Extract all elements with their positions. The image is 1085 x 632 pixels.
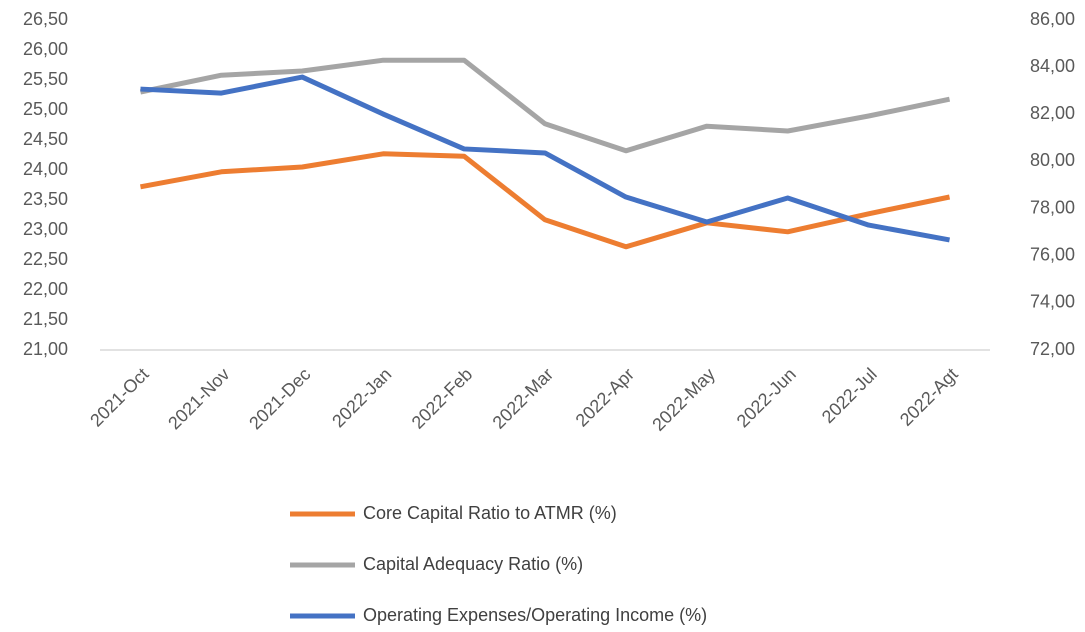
legend-label: Operating Expenses/Operating Income (%)	[363, 605, 707, 625]
y-tick-label: 26,00	[23, 39, 68, 59]
x-tick-label: 2022-Feb	[408, 364, 477, 433]
x-tick-label: 2022-Mar	[489, 364, 558, 433]
y2-tick-label: 80,00	[1030, 150, 1075, 170]
y-tick-label: 24,00	[23, 159, 68, 179]
y2-tick-label: 86,00	[1030, 9, 1075, 29]
series-line	[139, 151, 951, 250]
y-tick-label: 21,00	[23, 339, 68, 359]
y2-tick-label: 78,00	[1030, 197, 1075, 217]
y-tick-label: 22,50	[23, 249, 68, 269]
x-tick-label: 2021-Oct	[86, 364, 153, 431]
y2-tick-label: 72,00	[1030, 339, 1075, 359]
y-tick-label: 21,50	[23, 309, 68, 329]
series-line	[140, 74, 950, 243]
x-tick-label: 2022-May	[648, 364, 719, 435]
x-tick-label: 2022-Jan	[328, 364, 395, 431]
x-tick-label: 2022-Jul	[818, 364, 881, 427]
x-tick-label: 2022-Apr	[572, 364, 639, 431]
x-tick-label: 2022-Jun	[733, 364, 800, 431]
legend-label: Core Capital Ratio to ATMR (%)	[363, 503, 617, 523]
y2-tick-label: 76,00	[1030, 244, 1075, 264]
y2-tick-label: 82,00	[1030, 103, 1075, 123]
y-tick-label: 22,00	[23, 279, 68, 299]
x-tick-label: 2021-Dec	[245, 364, 314, 433]
y-tick-label: 23,00	[23, 219, 68, 239]
series-line	[139, 57, 951, 154]
legend-label: Capital Adequacy Ratio (%)	[363, 554, 583, 574]
y-tick-label: 24,50	[23, 129, 68, 149]
x-tick-label: 2021-Nov	[164, 364, 233, 433]
y-tick-label: 25,50	[23, 69, 68, 89]
y-tick-label: 26,50	[23, 9, 68, 29]
x-tick-label: 2022-Agt	[896, 364, 962, 430]
y-tick-label: 23,50	[23, 189, 68, 209]
y-tick-label: 25,00	[23, 99, 68, 119]
y2-tick-label: 74,00	[1030, 292, 1075, 312]
y2-tick-label: 84,00	[1030, 56, 1075, 76]
